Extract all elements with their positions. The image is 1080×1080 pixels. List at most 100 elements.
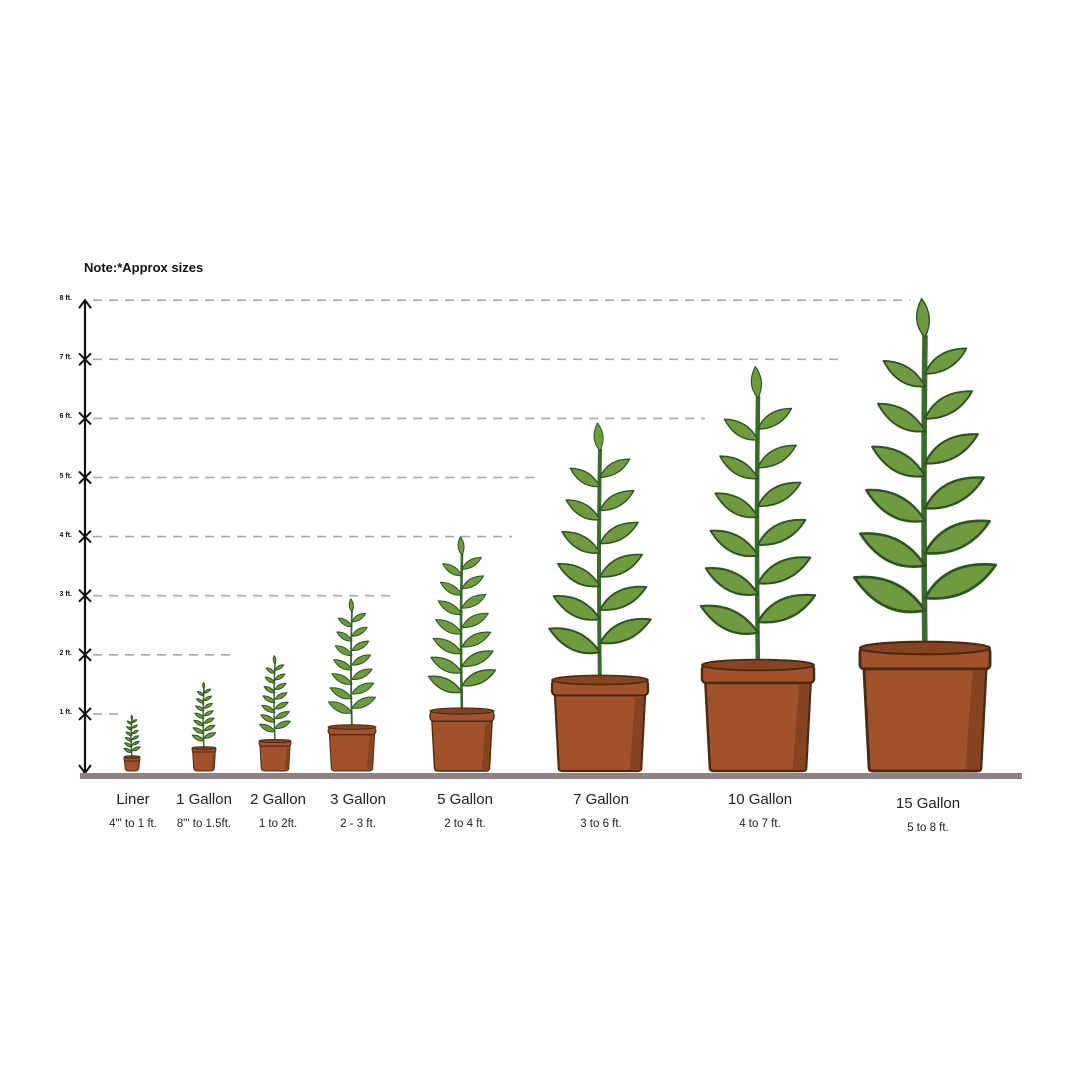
size-label: 7 Gallon 3 to 6 ft.: [541, 791, 661, 830]
leaf: [336, 631, 353, 642]
leaf: [194, 712, 205, 719]
leaf: [916, 297, 930, 339]
leaf: [593, 422, 604, 452]
leaf: [130, 714, 133, 721]
size-range: 2 - 3 ft.: [340, 818, 376, 830]
leaf: [274, 692, 288, 700]
size-label: 3 Gallon 2 - 3 ft.: [298, 791, 418, 830]
leaf: [923, 519, 991, 555]
pot-shadow: [136, 763, 139, 769]
leaf: [203, 688, 212, 694]
leaf: [923, 433, 979, 465]
axis-tick-label: 8 ft.: [59, 295, 72, 303]
leaf: [435, 619, 463, 635]
leaf: [599, 585, 648, 611]
leaf: [437, 600, 463, 616]
leaf: [599, 617, 652, 645]
size-label: 1 Gallon 8"' to 1.5ft.: [144, 791, 264, 830]
leaf: [351, 682, 375, 695]
pot-opening: [551, 674, 649, 686]
leaf: [699, 604, 760, 635]
leaf: [719, 455, 759, 480]
size-name: 5 Gallon: [437, 791, 493, 808]
pot-shadow: [629, 697, 645, 769]
size-name: 10 Gallon: [727, 791, 793, 808]
leaf: [123, 747, 133, 753]
leaf: [124, 742, 133, 748]
leaf: [262, 695, 276, 704]
pot: [259, 745, 291, 772]
leaf: [599, 489, 635, 512]
tick-mark: [78, 648, 92, 662]
pot-opening: [858, 640, 992, 656]
size-label: 15 Gallon 5 to 8 ft.: [868, 795, 988, 834]
size-name: 2 Gallon: [250, 791, 306, 808]
leaf: [704, 567, 760, 596]
pot: [328, 734, 376, 772]
leaf: [131, 719, 138, 724]
leaf: [852, 575, 927, 614]
leaf: [203, 710, 214, 717]
leaf: [329, 687, 353, 700]
size-range: 8"' to 1.5ft.: [176, 818, 232, 830]
leaf: [461, 594, 487, 609]
leaf: [599, 521, 639, 545]
leaf: [351, 626, 368, 637]
leaf: [439, 581, 463, 596]
pot-shadow: [284, 748, 290, 769]
plant-10-gallon: [699, 365, 817, 773]
size-range: 3 to 6 ft.: [580, 818, 622, 830]
pot-opening: [123, 755, 141, 759]
axis-tick-label: 4 ft.: [59, 531, 72, 539]
leaf: [709, 529, 759, 558]
size-range: 5 to 8 ft.: [907, 822, 949, 834]
leaf: [756, 556, 812, 585]
leaf: [569, 467, 601, 488]
leaf: [757, 481, 802, 508]
pot: [431, 720, 493, 772]
pot: [862, 667, 988, 773]
size-name: Liner: [116, 791, 150, 808]
plant-15-gallon: [852, 297, 998, 773]
leaf: [548, 627, 601, 655]
leaf: [757, 444, 797, 469]
leaf: [714, 492, 759, 519]
pot: [123, 760, 141, 772]
leaf: [432, 637, 463, 655]
plant-2-gallon: [258, 655, 292, 772]
leaf: [461, 556, 482, 570]
leaf: [757, 518, 807, 546]
leaf: [203, 717, 215, 724]
leaf: [430, 656, 463, 674]
plant-7-gallon: [548, 422, 652, 773]
leaf: [552, 595, 601, 621]
leaf: [131, 746, 141, 752]
leaf: [261, 704, 276, 713]
pot-shadow: [366, 736, 374, 769]
leaf: [756, 593, 817, 624]
leaf: [274, 701, 289, 710]
leaf: [264, 676, 276, 684]
leaf: [923, 563, 998, 600]
leaf: [924, 347, 968, 375]
stem: [597, 448, 602, 687]
pot-shadow: [481, 723, 492, 769]
leaf: [876, 402, 926, 433]
stem: [921, 335, 928, 657]
leaf: [599, 553, 644, 578]
leaf: [263, 686, 276, 694]
leaf: [348, 598, 354, 613]
size-range: 1 to 2ft.: [258, 818, 298, 830]
leaf: [265, 667, 276, 674]
leaf: [461, 631, 492, 648]
pot-shadow: [792, 684, 810, 769]
leaf: [865, 488, 927, 523]
pot: [704, 681, 812, 773]
leaf: [131, 724, 138, 729]
leaf: [131, 735, 140, 740]
leaf: [274, 682, 287, 691]
leaf: [203, 702, 213, 709]
leaf: [561, 531, 601, 554]
leaf: [457, 536, 465, 556]
leaf: [351, 654, 371, 666]
